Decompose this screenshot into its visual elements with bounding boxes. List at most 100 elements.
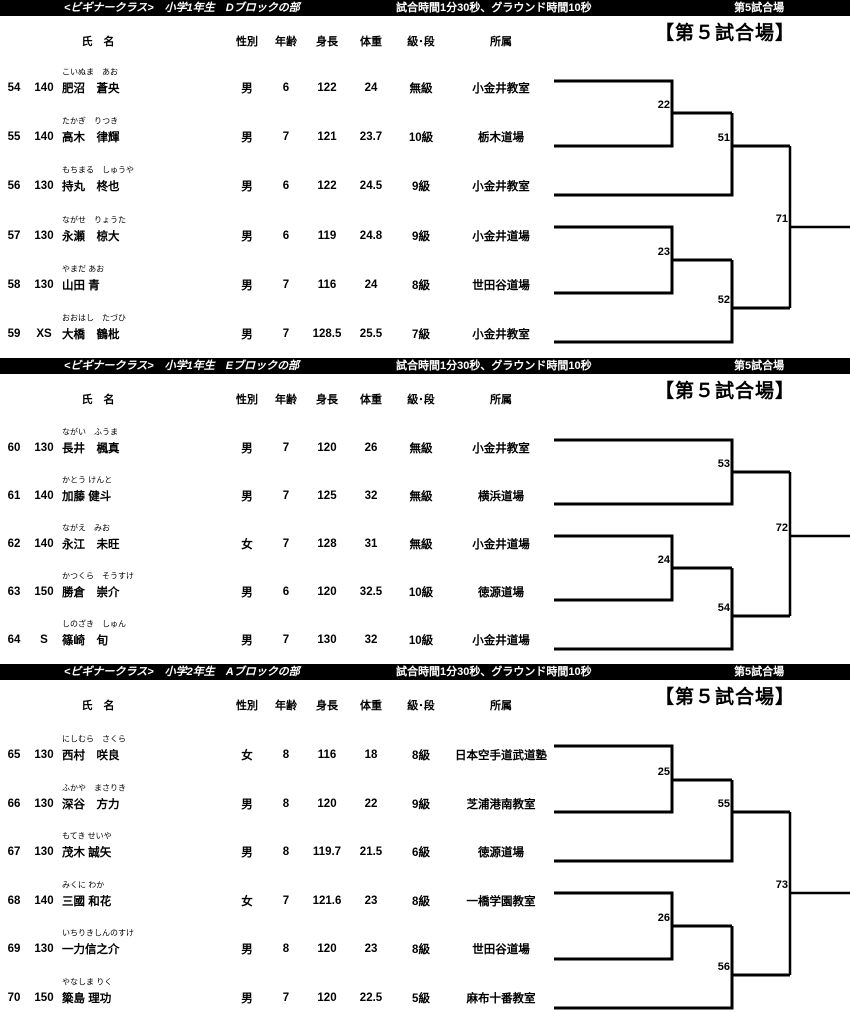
bracket-match-line	[730, 568, 790, 649]
grade: 8級	[412, 944, 430, 957]
name-furigana: ながせ りょうた	[62, 215, 126, 225]
entry-number: 56	[7, 180, 21, 193]
sex: 男	[241, 491, 253, 503]
competitor-name: 山田 青	[62, 279, 100, 292]
affiliation: 一橋学園教室	[466, 895, 536, 908]
competitor-name: 西村 咲良	[62, 750, 120, 762]
affiliation: 徳源道場	[478, 587, 524, 599]
height: 116	[317, 278, 337, 291]
weight: 23	[364, 943, 378, 956]
affiliation: 世田谷道場	[472, 279, 530, 292]
match-number: 51	[717, 132, 730, 144]
venue-label: 第5試合場	[734, 2, 785, 14]
affiliation: 小金井教室	[472, 443, 530, 455]
competitor-name: 篠崎 旬	[62, 635, 108, 647]
sex: 女	[241, 539, 253, 551]
name-furigana: かとう けんと	[62, 475, 113, 485]
venue-label: 第5試合場	[734, 666, 785, 678]
section-header-bar: <ビギナークラス> 小学2年生 Aブロックの部 試合時間1分30秒、グラウンド時…	[0, 664, 850, 680]
sex: 男	[241, 443, 253, 455]
name-furigana: もてき せいや	[62, 831, 112, 841]
sex: 男	[241, 329, 253, 341]
name-furigana: かつくら そうすけ	[62, 571, 134, 581]
height: 120	[317, 586, 337, 598]
affiliation: 横浜道場	[478, 491, 524, 503]
match-number: 22	[657, 99, 670, 111]
sex: 男	[241, 279, 253, 292]
column-header-height: 身長	[316, 394, 338, 406]
match-time: 試合時間1分30秒、グラウンド時間10秒	[396, 666, 592, 678]
bracket-match-line	[670, 746, 732, 812]
column-header-name: 氏 名	[81, 700, 115, 712]
age: 7	[282, 538, 290, 550]
age: 6	[282, 586, 290, 598]
competitor-name: 三國 和花	[62, 895, 112, 908]
name-furigana: やまだ あお	[62, 264, 105, 274]
block-section: <ビギナークラス> 小学1年生 Eブロックの部 試合時間1分30秒、グラウンド時…	[0, 358, 850, 647]
column-header-grade: 級･段	[407, 394, 435, 406]
column-header-grade: 級･段	[407, 36, 435, 48]
sex: 男	[241, 132, 253, 145]
entry-number: 66	[7, 797, 21, 810]
height: 120	[317, 992, 337, 1004]
bracket-match-line	[670, 81, 732, 146]
weight: 24.8	[359, 229, 383, 242]
weight-class: S	[40, 634, 48, 646]
match-number: 72	[775, 522, 788, 534]
weight-class: 140	[34, 131, 54, 144]
bracket-match-line	[730, 780, 790, 861]
sex: 男	[241, 993, 253, 1005]
grade: 8級	[412, 895, 430, 908]
name-furigana: やなしま りく	[62, 977, 113, 987]
weight-class: XS	[36, 328, 52, 340]
age: 7	[282, 992, 290, 1004]
affiliation: 小金井道場	[472, 230, 530, 243]
entry-number: 59	[7, 328, 21, 340]
column-header-sex: 性別	[236, 394, 258, 406]
affiliation: 徳源道場	[478, 847, 524, 860]
competitor-name: 大橋 鶴枇	[62, 329, 120, 341]
block-section: <ビギナークラス> 小学1年生 Dブロックの部 試合時間1分30秒、グラウンド時…	[0, 0, 850, 341]
match-number: 56	[717, 961, 730, 973]
age: 6	[282, 229, 290, 242]
column-header-affiliation: 所属	[490, 394, 512, 406]
weight: 31	[364, 538, 378, 550]
affiliation: 日本空手道武道塾	[455, 750, 547, 762]
column-header-affiliation: 所属	[490, 700, 512, 712]
bracket-match-line	[730, 440, 790, 504]
bracket-match-line	[788, 146, 850, 308]
weight-class: 140	[34, 82, 54, 94]
column-header-sex: 性別	[236, 700, 258, 712]
weight-class: 130	[34, 749, 54, 761]
sex: 男	[241, 230, 253, 243]
entry-number: 57	[7, 229, 21, 242]
column-header-grade: 級･段	[407, 700, 435, 712]
column-header-weight: 体重	[360, 394, 382, 406]
height: 122	[317, 180, 337, 193]
sex: 女	[241, 895, 253, 908]
name-furigana: ながえ みお	[62, 523, 110, 533]
grade: 8級	[412, 750, 430, 762]
weight: 32.5	[359, 586, 383, 598]
age: 7	[282, 278, 290, 291]
affiliation: 小金井教室	[472, 329, 530, 341]
grade: 6級	[412, 847, 430, 860]
entry-number: 60	[7, 442, 21, 454]
block-title: <ビギナークラス> 小学1年生 Eブロックの部	[64, 360, 300, 372]
grade: 9級	[412, 798, 430, 811]
age: 7	[282, 328, 290, 340]
match-time: 試合時間1分30秒、グラウンド時間10秒	[396, 2, 592, 14]
age: 7	[282, 131, 290, 144]
sex: 男	[241, 587, 253, 599]
name-furigana: もちまる しゅうや	[62, 165, 134, 175]
column-header-age: 年齢	[275, 36, 297, 48]
height: 116	[317, 749, 337, 761]
name-furigana: ふかや まさりき	[62, 783, 126, 793]
venue-title: 【第５試合場】	[655, 23, 796, 44]
bracket-match-line	[788, 812, 850, 975]
competitor-name: 深谷 方力	[62, 798, 120, 811]
match-time: 試合時間1分30秒、グラウンド時間10秒	[396, 360, 592, 372]
affiliation: 小金井道場	[472, 635, 530, 647]
column-header-affiliation: 所属	[490, 36, 512, 48]
